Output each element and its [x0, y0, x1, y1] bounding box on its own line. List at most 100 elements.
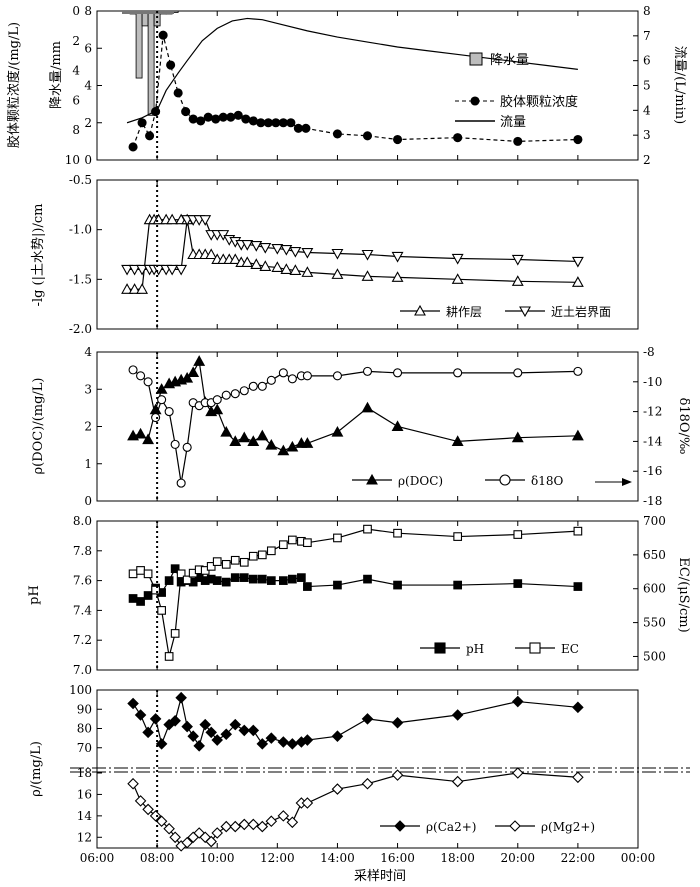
mg-point — [265, 815, 278, 827]
y2-tick-label: -14 — [643, 434, 663, 448]
x-tick-label: 06:00 — [80, 851, 115, 865]
doc-point — [247, 435, 260, 446]
y-axis-label: ρ(DOC)/(mg/L) — [31, 378, 46, 475]
y-tick-label: 8.0 — [73, 514, 92, 528]
colloid-point — [332, 129, 342, 139]
ca-point — [277, 736, 290, 748]
ec-point — [239, 557, 249, 567]
mg-point — [181, 836, 193, 849]
y2-tick-label: -18 — [643, 494, 662, 508]
y2-tick-label: 600 — [643, 582, 666, 596]
y-tick-label: 0 — [84, 153, 92, 167]
y2-tick-label: -8 — [643, 345, 655, 359]
interface-point — [250, 241, 263, 252]
ec-point — [303, 538, 312, 548]
doc-point — [286, 440, 299, 452]
legend-ec-marker — [529, 642, 541, 654]
panel5-frame — [96, 689, 639, 849]
legend-tillage-label: 耕作层 — [446, 304, 482, 319]
interface-point — [361, 249, 374, 261]
ph-point — [212, 576, 222, 585]
mg-point — [451, 775, 464, 788]
d18o-point — [393, 368, 403, 378]
mg-point — [142, 803, 154, 816]
ph-point — [143, 591, 153, 600]
ph-point — [136, 597, 145, 606]
legend-d18o-marker — [499, 474, 511, 486]
mg-point — [134, 795, 147, 807]
y2-tick-label: 550 — [643, 616, 666, 630]
tillage-point — [391, 271, 404, 282]
x-tick-label: 08:00 — [140, 851, 175, 865]
y2-axis-label: δ18O/‰ — [676, 398, 691, 455]
legend-interface-marker — [519, 306, 531, 318]
mg-point — [247, 818, 260, 831]
mg-point — [163, 822, 175, 835]
tillage-point — [571, 276, 584, 287]
series-line-ca — [132, 697, 578, 748]
y-tick-label: 7.4 — [73, 603, 92, 617]
d18o-point — [143, 377, 153, 387]
doc-point — [571, 429, 584, 441]
ca-point — [155, 738, 168, 750]
doc-point — [187, 366, 200, 378]
ec-point — [157, 606, 166, 615]
y-tick-label: 100 — [69, 683, 92, 697]
ec-point — [206, 562, 216, 571]
y2-tick-label: 500 — [643, 649, 666, 663]
colloid-point — [226, 112, 236, 122]
colloid-point — [256, 118, 266, 128]
y2-tick-label: 650 — [643, 548, 666, 562]
d18o-point — [513, 368, 523, 378]
y-tick-label: -2.0 — [69, 322, 92, 336]
ec-point — [230, 555, 240, 565]
rain-bar — [147, 10, 155, 116]
x-tick-label: 00:00 — [621, 851, 656, 865]
tillage-point — [451, 273, 464, 284]
ca-point — [175, 691, 187, 704]
legend-colloid-marker — [470, 96, 480, 106]
interface-point — [175, 264, 188, 276]
y-tick-label: 80 — [77, 722, 92, 736]
ca-point — [361, 713, 374, 725]
tillage-point — [241, 256, 254, 267]
tillage-point — [511, 275, 524, 286]
y-tick-label-lower: 18 — [77, 766, 92, 780]
ec-point — [573, 526, 583, 536]
colloid-point — [196, 116, 206, 126]
tillage-point — [280, 263, 293, 274]
y2-tick-label: -10 — [643, 375, 662, 389]
y-tick-label: 3 — [84, 382, 92, 396]
ph-point — [453, 580, 463, 590]
axis-break-gap — [98, 768, 637, 772]
tillage-point — [271, 261, 284, 272]
interface-point — [289, 246, 302, 258]
ec-point — [212, 557, 222, 566]
colloid-point — [573, 134, 583, 145]
tillage-point — [301, 266, 314, 277]
colloid-point — [271, 118, 281, 128]
ca-point — [511, 695, 524, 708]
interface-point — [128, 264, 141, 276]
doc-point — [451, 435, 464, 446]
mg-point — [277, 810, 290, 822]
y-tick-label-lower: 12 — [77, 830, 92, 844]
tillage-point — [136, 283, 149, 294]
y-tick-label: 2 — [84, 420, 92, 434]
x-axis: 采样时间 06:00 08:00 10:00 12:00 14:00 16:00 18:00… — [80, 851, 656, 884]
colloid-point — [278, 118, 288, 128]
d18o-point — [362, 366, 373, 376]
tillage-point — [259, 260, 272, 271]
legend-doc-marker — [366, 473, 378, 485]
ph-point — [573, 582, 583, 591]
doc-point — [238, 431, 251, 443]
legend-doc-label: ρ(DOC) — [398, 474, 443, 488]
y3-tick-label: 3 — [643, 128, 651, 142]
doc-point — [256, 429, 269, 441]
interface-point — [571, 256, 584, 268]
d18o-point — [239, 386, 249, 396]
mg-point — [331, 783, 344, 795]
y-tick-label: 2 — [84, 116, 92, 130]
